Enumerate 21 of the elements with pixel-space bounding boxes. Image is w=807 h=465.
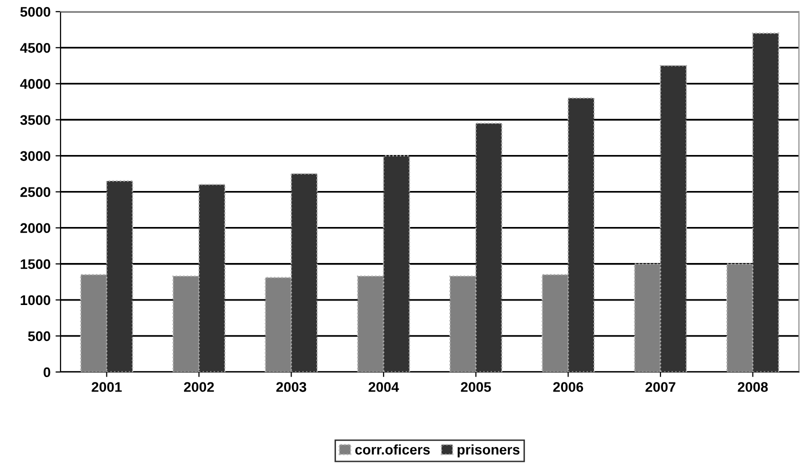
x-tick-label: 2006 — [553, 382, 584, 392]
y-tick-label: 1500 — [20, 259, 50, 270]
y-tick-label: 2500 — [20, 187, 50, 197]
y-tick-label: 500 — [28, 331, 50, 342]
y-tick-label: 0 — [44, 367, 50, 378]
legend-label: corr.oficers — [355, 444, 430, 455]
x-tick-label: 2003 — [276, 382, 306, 392]
x-tick-label: 2001 — [92, 382, 122, 392]
x-tick-label: 2007 — [646, 382, 676, 392]
legend-label: prisoners — [458, 444, 520, 458]
y-tick-label: 3000 — [20, 151, 50, 161]
y-tick-label: 3500 — [20, 115, 50, 125]
x-tick-label: 2008 — [738, 382, 768, 392]
y-tick-label: 1000 — [20, 295, 50, 306]
x-tick-label: 2005 — [460, 382, 491, 392]
y-tick-label: 4000 — [20, 79, 50, 89]
y-tick-label: 5000 — [20, 6, 50, 17]
y-tick-label: 2000 — [20, 223, 50, 234]
x-tick-label: 2004 — [368, 382, 399, 392]
y-tick-label: 4500 — [20, 42, 50, 53]
x-tick-label: 2002 — [184, 382, 214, 392]
